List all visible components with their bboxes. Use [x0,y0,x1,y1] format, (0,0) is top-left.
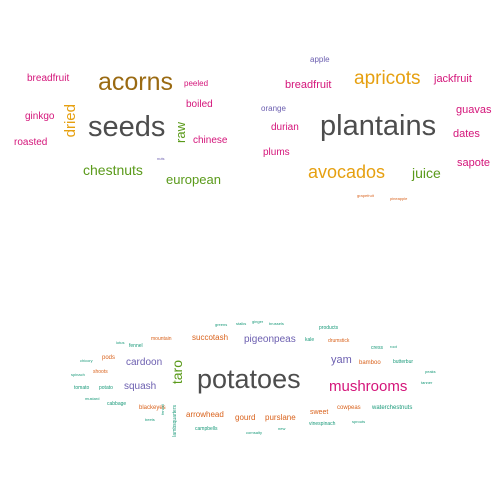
word-cabbage: cabbage [107,401,127,407]
word-peeled: peeled [184,79,209,88]
word-bamboo: bamboo [359,360,381,366]
word-peaks: peaks [425,369,436,374]
word-beets: beets [145,417,155,422]
word-watercress: waterchestnuts [372,405,413,411]
word-breadfruit-left: breadfruit [27,73,70,84]
word-lotus: lotus [116,340,125,345]
word-succotash: succotash [192,333,229,342]
word-durian: durian [271,122,299,133]
word-avocados: avocados [308,162,386,182]
word-shoots: shoots [93,369,108,375]
word-mustard: mustard [85,396,100,401]
word-cardoon: cardoon [126,357,163,368]
word-pigeonpeas: pigeonpeas [244,334,296,345]
word-boiled: boiled [186,99,213,110]
word-apricots: apricots [354,68,421,89]
word-products: products [319,325,339,331]
word-seeds: seeds [88,111,166,143]
word-gourd: gourd [235,413,256,422]
word-chestnuts: chestnuts [83,162,143,178]
word-dried: dried [62,104,79,138]
word-stalks: stalks [236,321,247,326]
word-drumstick: drumstick [328,338,350,344]
word-roasted: roasted [14,137,48,148]
word-yam: yam [331,354,352,366]
word-ginger: ginger [252,319,264,324]
word-fennel: fennel [129,343,143,349]
word-root: root [390,344,397,349]
word-greens: greens [215,322,228,327]
word-grapefruit: grapefruit [357,193,374,198]
word-european: european [166,172,221,187]
word-sprouts: sprouts [352,419,366,424]
word-guavas: guavas [456,104,492,116]
word-chinese: chinese [193,135,228,146]
word-raw: raw [173,122,188,143]
word-juice: juice [412,165,441,181]
word-apple: apple [310,55,330,64]
word-vinespinach: vinespinach [309,421,336,427]
word-mountain: mountain [151,336,172,342]
word-dates: dates [453,128,480,140]
word-cowpeas: cowpeas [337,405,361,411]
word-squash: squash [124,381,157,392]
word-mushrooms: mushrooms [329,378,408,395]
word-cornsalty: cornsalty [246,430,263,435]
word-potato: potato [99,385,113,391]
word-sweet: sweet [310,409,329,416]
word-tomato: tomato [74,385,90,391]
word-butterbur: butterbur [393,359,414,365]
word-tanner: tanner [421,380,433,385]
word-pineapple: pineapple [390,196,408,201]
word-lambsquarters: lambsquarters [172,405,178,437]
word-sapote: sapote [457,157,491,169]
word-orange: orange [261,104,286,113]
word-acorns: acorns [98,68,174,96]
word-taro: taro [169,360,185,385]
word-ginkgo: ginkgo [25,111,55,122]
word-new: new [278,426,286,431]
word-plantains: plantains [320,110,437,142]
word-plums: plums [263,147,290,158]
word-breadfruit-right: breadfruit [285,79,332,91]
word-cress: cress [371,345,383,351]
word-purslane: purslane [265,413,296,422]
word-blackeyes: blackeyes [139,405,166,411]
word-arrowhead: arrowhead [186,410,224,419]
word-chicory: chicory [80,358,93,363]
word-brussels: brussels [269,321,284,326]
word-fennel-vertical: fennel [160,404,165,415]
word-potatoes: potatoes [197,364,301,394]
word-campbells: campbells [195,426,218,432]
word-nuts: nuts [157,156,165,161]
word-kale: kale [305,337,315,343]
word-jackfruit: jackfruit [434,73,472,85]
word-spinach: spinach [71,372,85,377]
word-pods: pods [102,355,116,361]
